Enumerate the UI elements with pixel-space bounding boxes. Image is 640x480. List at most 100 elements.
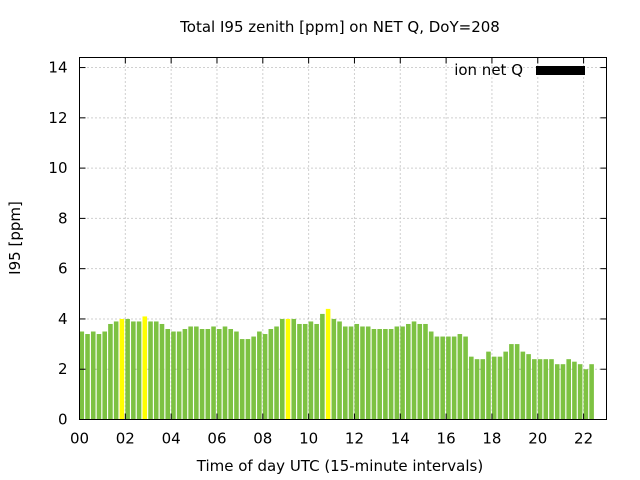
- bar: [474, 359, 480, 420]
- bar: [331, 318, 337, 420]
- bar: [503, 351, 508, 420]
- bar: [423, 323, 428, 420]
- bar: [222, 326, 228, 420]
- bar: [262, 334, 268, 420]
- x-tick-label: 18: [482, 430, 501, 448]
- bar: [325, 308, 331, 420]
- bar: [297, 323, 302, 420]
- x-tick-label: 08: [253, 430, 272, 448]
- bar: [199, 329, 205, 420]
- bar: [446, 336, 451, 420]
- grid-lines: [79, 57, 607, 420]
- bar: [176, 331, 182, 420]
- x-tick-label: 22: [574, 430, 593, 448]
- x-tick-label: 04: [162, 430, 181, 448]
- bar: [360, 326, 365, 420]
- bar: [79, 331, 85, 420]
- bar: [314, 323, 319, 420]
- y-tick-label: 4: [58, 310, 68, 328]
- bar: [159, 323, 165, 420]
- bar: [268, 329, 274, 420]
- bar: [451, 336, 457, 420]
- y-tick-label: 14: [48, 59, 67, 77]
- x-tick-label: 12: [345, 430, 364, 448]
- bar: [302, 323, 308, 420]
- bar: [497, 356, 503, 420]
- bar: [148, 321, 153, 420]
- bar: [583, 369, 589, 420]
- bar: [589, 364, 594, 420]
- bar: [514, 344, 520, 420]
- bar: [377, 329, 382, 420]
- bar: [520, 351, 526, 420]
- bar: [216, 329, 222, 420]
- x-axis-label: Time of day UTC (15-minute intervals): [196, 457, 483, 475]
- bar: [394, 326, 400, 420]
- y-tick-label: 6: [58, 260, 68, 278]
- bar: [457, 334, 463, 420]
- bar: [125, 318, 130, 420]
- bar: [383, 329, 388, 420]
- bar: [165, 329, 171, 420]
- bar: [526, 354, 531, 420]
- bar: [234, 331, 239, 420]
- x-tick-label: 00: [70, 430, 89, 448]
- bar: [337, 321, 342, 420]
- x-tick-label: 02: [116, 430, 135, 448]
- bar: [251, 336, 256, 420]
- x-tick-label: 10: [299, 430, 318, 448]
- y-tick-label: 8: [58, 209, 68, 227]
- bar: [388, 329, 394, 420]
- bar: [532, 359, 537, 420]
- bar: [285, 318, 291, 420]
- bar: [113, 321, 119, 420]
- y-axis-label: I95 [ppm]: [6, 201, 24, 275]
- bar: [257, 331, 262, 420]
- bar: [211, 326, 216, 420]
- bar: [348, 326, 354, 420]
- bar: [354, 323, 360, 420]
- y-tick-label: 2: [58, 360, 68, 378]
- bar: [440, 336, 445, 420]
- bar: [239, 339, 245, 420]
- bar: [205, 329, 211, 420]
- plot-frame: [79, 57, 607, 420]
- chart-title: Total I95 zenith [ppm] on NET Q, DoY=208: [179, 18, 500, 36]
- bar: [153, 321, 159, 420]
- bar: [320, 313, 325, 420]
- bar: [577, 364, 583, 420]
- bar: [365, 326, 371, 420]
- legend: ion net Q: [454, 61, 585, 79]
- x-tick-label: 20: [528, 430, 547, 448]
- bar: [245, 339, 251, 420]
- bar: [96, 334, 102, 420]
- bar: [194, 326, 199, 420]
- bars-group: [79, 308, 594, 420]
- bar: [274, 326, 279, 420]
- bar: [480, 359, 486, 420]
- bar: [491, 356, 497, 420]
- bar: [131, 321, 136, 420]
- bar: [188, 326, 193, 420]
- bar: [406, 323, 411, 420]
- bar: [434, 336, 440, 420]
- bar: [142, 316, 148, 420]
- bar: [171, 331, 176, 420]
- bar: [549, 359, 554, 420]
- legend-label: ion net Q: [454, 61, 523, 79]
- legend-swatch: [536, 66, 585, 75]
- bar: [136, 321, 142, 420]
- bar: [543, 359, 549, 420]
- bar: [537, 359, 543, 420]
- x-tick-label: 06: [207, 430, 226, 448]
- bar: [371, 329, 377, 420]
- bar: [417, 323, 423, 420]
- bar: [411, 321, 417, 420]
- bar: [90, 331, 96, 420]
- x-tick-label: 16: [437, 430, 456, 448]
- bar: [486, 351, 491, 420]
- bar: [279, 318, 285, 420]
- bar: [560, 364, 566, 420]
